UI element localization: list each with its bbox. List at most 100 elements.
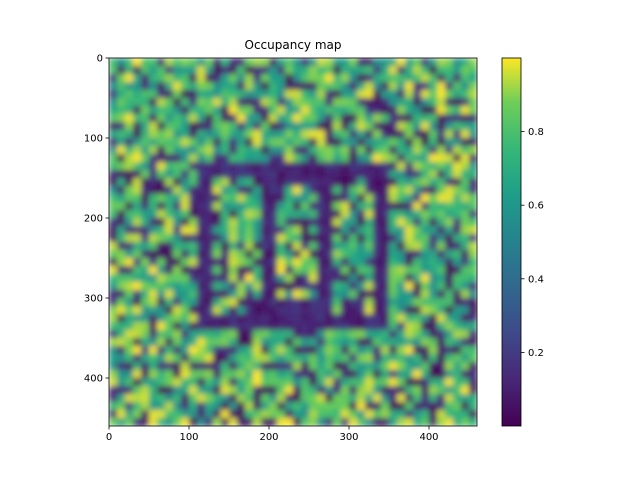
- heatmap-cell: [341, 402, 350, 411]
- heatmap-cell: [285, 410, 294, 419]
- heatmap-cell: [373, 330, 382, 339]
- heatmap-cell: [437, 346, 446, 355]
- heatmap-cell: [261, 258, 270, 267]
- heatmap-cell: [413, 130, 422, 139]
- heatmap-cell: [157, 170, 166, 179]
- heatmap-cell: [165, 274, 174, 283]
- heatmap-cell: [373, 362, 382, 371]
- heatmap-cell: [261, 194, 270, 203]
- heatmap-cell: [445, 170, 454, 179]
- heatmap-cell: [109, 418, 118, 426]
- heatmap-cell: [205, 66, 214, 75]
- heatmap-cell: [125, 242, 134, 251]
- heatmap-cell: [181, 378, 190, 387]
- heatmap-cell: [165, 386, 174, 395]
- heatmap-cell: [197, 146, 206, 155]
- heatmap-cell: [421, 410, 430, 419]
- heatmap-cell: [157, 122, 166, 131]
- heatmap-cell: [381, 410, 390, 419]
- heatmap-cell: [285, 162, 294, 171]
- heatmap-cell: [277, 202, 286, 211]
- heatmap-cell: [421, 226, 430, 235]
- heatmap-cell: [389, 402, 398, 411]
- heatmap-cell: [237, 386, 246, 395]
- heatmap-cell: [149, 58, 158, 67]
- heatmap-cell: [261, 162, 270, 171]
- heatmap-cell: [117, 170, 126, 179]
- heatmap-cell: [205, 210, 214, 219]
- heatmap-cell: [373, 146, 382, 155]
- heatmap-cell: [277, 98, 286, 107]
- heatmap-cell: [117, 82, 126, 91]
- heatmap-cell: [197, 330, 206, 339]
- heatmap-cell: [309, 346, 318, 355]
- heatmap-cell: [133, 362, 142, 371]
- heatmap-cell: [453, 146, 462, 155]
- heatmap-cell: [245, 298, 254, 307]
- heatmap-cell: [349, 250, 358, 259]
- heatmap-cell: [157, 362, 166, 371]
- heatmap-cell: [133, 386, 142, 395]
- heatmap-cell: [205, 346, 214, 355]
- heatmap-cell: [397, 410, 406, 419]
- heatmap-cell: [389, 138, 398, 147]
- heatmap-cell: [269, 402, 278, 411]
- heatmap-cell: [269, 306, 278, 315]
- heatmap-cell: [133, 82, 142, 91]
- heatmap-cell: [445, 274, 454, 283]
- heatmap-cell: [437, 114, 446, 123]
- heatmap-cell: [109, 162, 118, 171]
- heatmap-cell: [237, 98, 246, 107]
- heatmap-cell: [293, 98, 302, 107]
- heatmap-cell: [349, 146, 358, 155]
- heatmap-cell: [261, 130, 270, 139]
- heatmap-cell: [301, 138, 310, 147]
- heatmap-cell: [293, 370, 302, 379]
- heatmap-cell: [197, 58, 206, 67]
- heatmap-cell: [133, 106, 142, 115]
- heatmap-cell: [469, 386, 477, 395]
- heatmap-cell: [349, 330, 358, 339]
- heatmap-cell: [365, 98, 374, 107]
- heatmap-cell: [149, 418, 158, 426]
- heatmap-cell: [357, 154, 366, 163]
- heatmap-cell: [309, 274, 318, 283]
- heatmap-cell: [221, 362, 230, 371]
- heatmap-cell: [413, 338, 422, 347]
- heatmap-cell: [325, 250, 334, 259]
- heatmap-cell: [237, 274, 246, 283]
- heatmap-cell: [349, 394, 358, 403]
- heatmap-cell: [133, 58, 142, 67]
- heatmap-cell: [189, 410, 198, 419]
- heatmap-cell: [133, 306, 142, 315]
- heatmap-cell: [357, 66, 366, 75]
- heatmap-cell: [253, 210, 262, 219]
- heatmap-cell: [397, 138, 406, 147]
- heatmap-cell: [357, 90, 366, 99]
- y-tick-label: 200: [84, 214, 103, 225]
- heatmap-cell: [213, 114, 222, 123]
- heatmap-cell: [405, 234, 414, 243]
- heatmap-cell: [413, 82, 422, 91]
- heatmap-cell: [333, 218, 342, 227]
- heatmap-cell: [405, 130, 414, 139]
- heatmap-cell: [149, 250, 158, 259]
- heatmap-cell: [397, 266, 406, 275]
- heatmap-cell: [221, 282, 230, 291]
- heatmap-cell: [133, 258, 142, 267]
- heatmap-cell: [453, 266, 462, 275]
- heatmap-cell: [437, 210, 446, 219]
- heatmap-cell: [373, 82, 382, 91]
- heatmap-cell: [421, 146, 430, 155]
- heatmap-cell: [261, 410, 270, 419]
- heatmap-cell: [397, 170, 406, 179]
- heatmap-cell: [189, 330, 198, 339]
- heatmap-cell: [293, 114, 302, 123]
- heatmap-cell: [109, 330, 118, 339]
- heatmap-cell: [389, 298, 398, 307]
- heatmap-cell: [301, 338, 310, 347]
- heatmap-cell: [453, 170, 462, 179]
- heatmap-cell: [325, 258, 334, 267]
- heatmap-cell: [253, 370, 262, 379]
- heatmap-cell: [397, 330, 406, 339]
